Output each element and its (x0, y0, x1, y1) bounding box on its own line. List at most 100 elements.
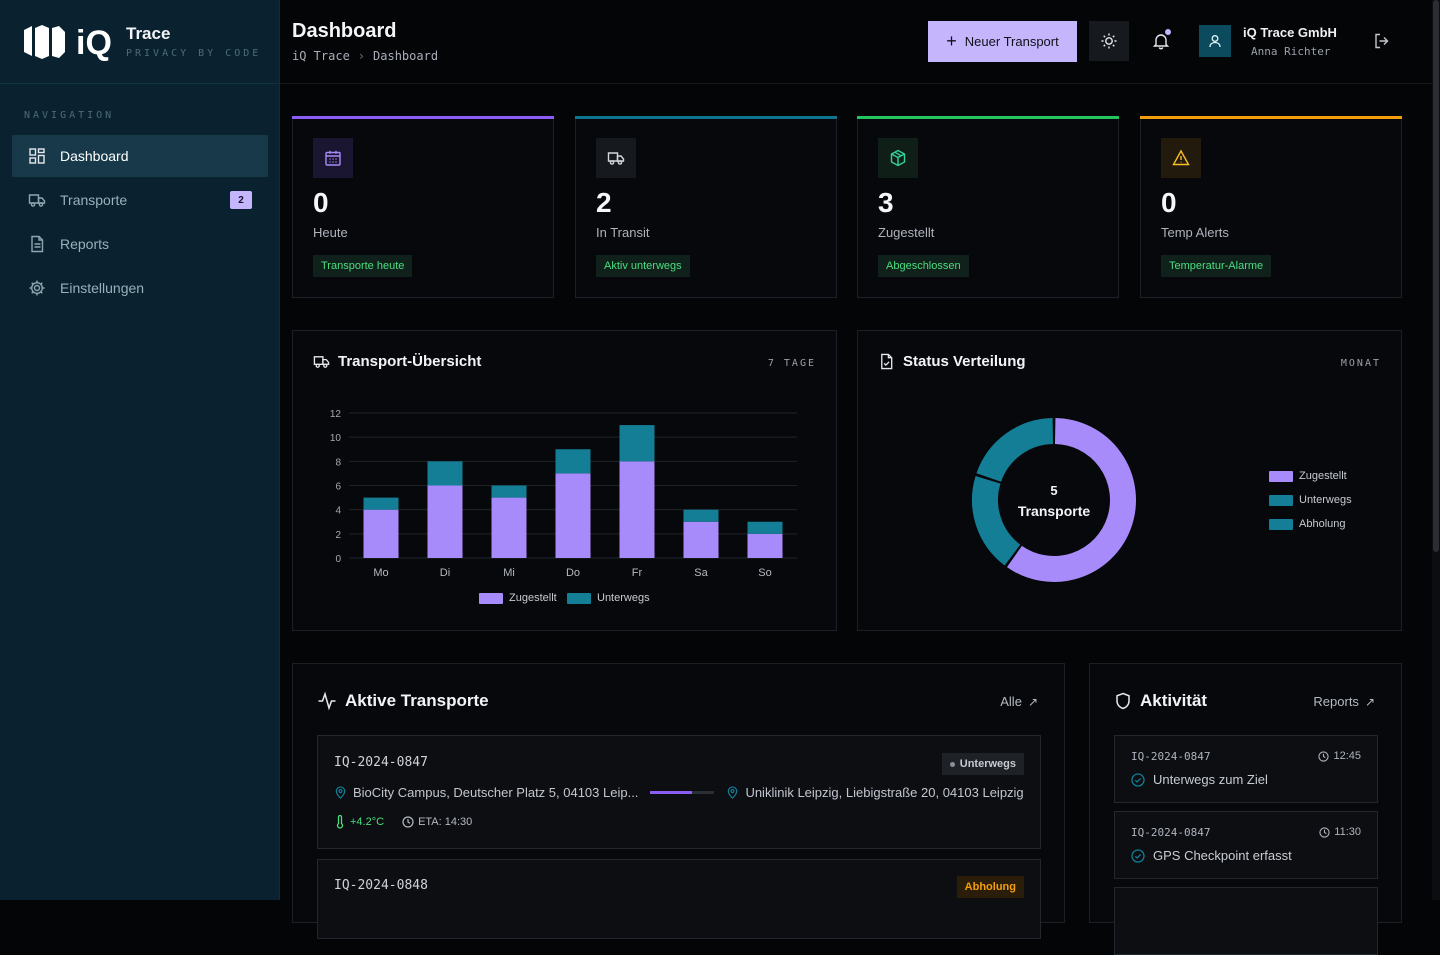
y-tick-label: 12 (330, 409, 342, 420)
transport-row[interactable]: IQ-2024-0848 Abholung (317, 859, 1041, 939)
route-destination: Uniklinik Leipzig, Liebigstraße 20, 0410… (745, 785, 1024, 800)
sidebar: iQ Trace PRIVACY BY CODE NAVIGATION Dash… (0, 0, 280, 900)
clock-icon (1318, 750, 1330, 762)
legend-item-in-transit[interactable]: Unterwegs (1269, 494, 1352, 506)
activity-item[interactable] (1114, 887, 1378, 955)
y-tick-label: 0 (335, 554, 341, 565)
check-circle-icon (1131, 772, 1145, 787)
x-tick-label: Mi (503, 567, 515, 579)
sidebar-item-einstellungen[interactable]: Einstellungen (12, 267, 268, 309)
stat-card-accent (575, 116, 837, 119)
active-transports-panel: Aktive Transporte Alle ↗ IQ-2024-0847 Un… (292, 663, 1065, 939)
arrow-up-right-icon: ↗ (1364, 694, 1375, 709)
clock-icon (402, 816, 414, 828)
stat-card-accent (292, 116, 554, 119)
stat-card-accent (857, 116, 1119, 119)
activity-time: 12:45 (1318, 750, 1361, 762)
view-all-label: Alle (1000, 694, 1022, 709)
new-transport-label: Neuer Transport (964, 34, 1059, 49)
transport-eta: ETA: 14:30 (418, 816, 473, 828)
stat-label: In Transit (596, 225, 650, 240)
active-transports-title: Aktive Transporte (345, 691, 489, 710)
stat-card-temp-alerts[interactable]: 0 Temp Alerts Temperatur-Alarme (1140, 116, 1402, 298)
sidebar-item-reports[interactable]: Reports (12, 223, 268, 265)
bar-segment-unterwegs (683, 509, 719, 522)
legend-item-in-transit[interactable]: Unterwegs (567, 592, 650, 604)
x-tick-label: So (758, 567, 771, 579)
activity-text: GPS Checkpoint erfasst (1131, 848, 1292, 863)
view-all-link[interactable]: Alle ↗ (1000, 694, 1038, 709)
x-tick-label: Mo (373, 567, 388, 579)
document-icon (28, 235, 46, 253)
legend-item-delivered[interactable]: Zugestellt (479, 592, 557, 604)
shield-icon (1114, 692, 1132, 710)
legend-item-delivered[interactable]: Zugestellt (1269, 470, 1347, 482)
transport-route: BioCity Campus, Deutscher Platz 5, 04103… (334, 785, 1024, 800)
bell-icon (1152, 34, 1170, 50)
top-header: Dashboard iQ Trace › Dashboard + Neuer T… (280, 0, 1432, 84)
sidebar-item-transporte[interactable]: Transporte 2 (12, 179, 268, 221)
donut-center-label: Transporte (1018, 503, 1091, 519)
activity-text-value: Unterwegs zum Ziel (1153, 772, 1268, 787)
legend-label: Zugestellt (509, 592, 557, 604)
page-scrollbar[interactable] (1432, 0, 1440, 900)
reports-link-label: Reports (1313, 694, 1359, 709)
reports-link[interactable]: Reports ↗ (1313, 694, 1375, 709)
brand[interactable]: iQ Trace PRIVACY BY CODE (0, 0, 279, 84)
logout-icon (1375, 33, 1389, 49)
stat-card-in-transit[interactable]: 2 In Transit Aktiv unterwegs (575, 116, 837, 298)
sidebar-item-label: Reports (60, 236, 110, 252)
stat-value: 0 (313, 187, 329, 218)
bar-segment-zugestellt (747, 533, 783, 558)
status-title: Status Verteilung (903, 353, 1026, 370)
stat-label: Zugestellt (878, 225, 935, 240)
panel-title: Aktivität (1114, 691, 1207, 711)
route-progress-fill (650, 791, 693, 794)
logout-button[interactable] (1362, 21, 1402, 61)
sidebar-item-label: Einstellungen (60, 280, 145, 296)
status-badge: Abholung (956, 876, 1024, 898)
activity-text-value: GPS Checkpoint erfasst (1153, 848, 1292, 863)
stat-card-today[interactable]: 0 Heute Transporte heute (292, 116, 554, 298)
notifications-button[interactable] (1141, 21, 1181, 61)
sidebar-item-dashboard[interactable]: Dashboard (12, 135, 268, 177)
y-tick-label: 8 (335, 457, 341, 468)
status-range[interactable]: MONAT (1340, 358, 1381, 369)
chevron-right-icon: › (357, 49, 366, 63)
activity-transport-id: IQ-2024-0847 (1131, 750, 1211, 763)
thermometer-icon (334, 815, 346, 829)
theme-toggle-button[interactable] (1089, 21, 1129, 61)
legend-item-pickup[interactable]: Abholung (1269, 518, 1346, 530)
breadcrumb-item[interactable]: iQ Trace (292, 49, 350, 63)
legend-label: Zugestellt (1299, 470, 1347, 482)
new-transport-button[interactable]: + Neuer Transport (928, 21, 1077, 62)
avatar[interactable] (1199, 25, 1231, 57)
activity-item[interactable]: IQ-2024-0847 12:45 Unterwegs zum Ziel (1114, 735, 1378, 803)
package-icon (878, 138, 918, 178)
truck-icon (596, 138, 636, 178)
status-donut-chart: 5 Transporte (972, 418, 1136, 582)
document-check-icon (878, 353, 895, 370)
activity-item[interactable]: IQ-2024-0847 11:30 GPS Checkpoint erfass… (1114, 811, 1378, 879)
scrollbar-thumb[interactable] (1433, 0, 1439, 552)
user-icon (1209, 35, 1221, 48)
x-tick-label: Di (440, 567, 450, 579)
donut-center-value: 5 (1050, 483, 1057, 498)
activity-time: 11:30 (1319, 826, 1361, 838)
stat-card-delivered[interactable]: 3 Zugestellt Abgeschlossen (857, 116, 1119, 298)
org-name: iQ Trace GmbH (1243, 25, 1337, 40)
overview-range[interactable]: 7 TAGE (767, 358, 816, 369)
sidebar-nav: Dashboard Transporte 2 Reports Einstellu… (12, 135, 268, 311)
truck-icon (28, 191, 46, 209)
status-label: Unterwegs (959, 758, 1016, 770)
stat-tag: Transporte heute (313, 255, 413, 277)
brand-title: Trace (126, 24, 171, 43)
route-origin: BioCity Campus, Deutscher Platz 5, 04103… (353, 785, 639, 800)
bar-segment-unterwegs (363, 497, 399, 510)
stat-tag: Aktiv unterwegs (596, 255, 690, 277)
stat-value: 3 (878, 187, 894, 218)
clock-icon (1319, 826, 1330, 838)
brand-logo: iQ (24, 22, 114, 62)
transport-count-badge: 2 (230, 191, 252, 209)
transport-row[interactable]: IQ-2024-0847 Unterwegs BioCity Campus, D… (317, 735, 1041, 849)
